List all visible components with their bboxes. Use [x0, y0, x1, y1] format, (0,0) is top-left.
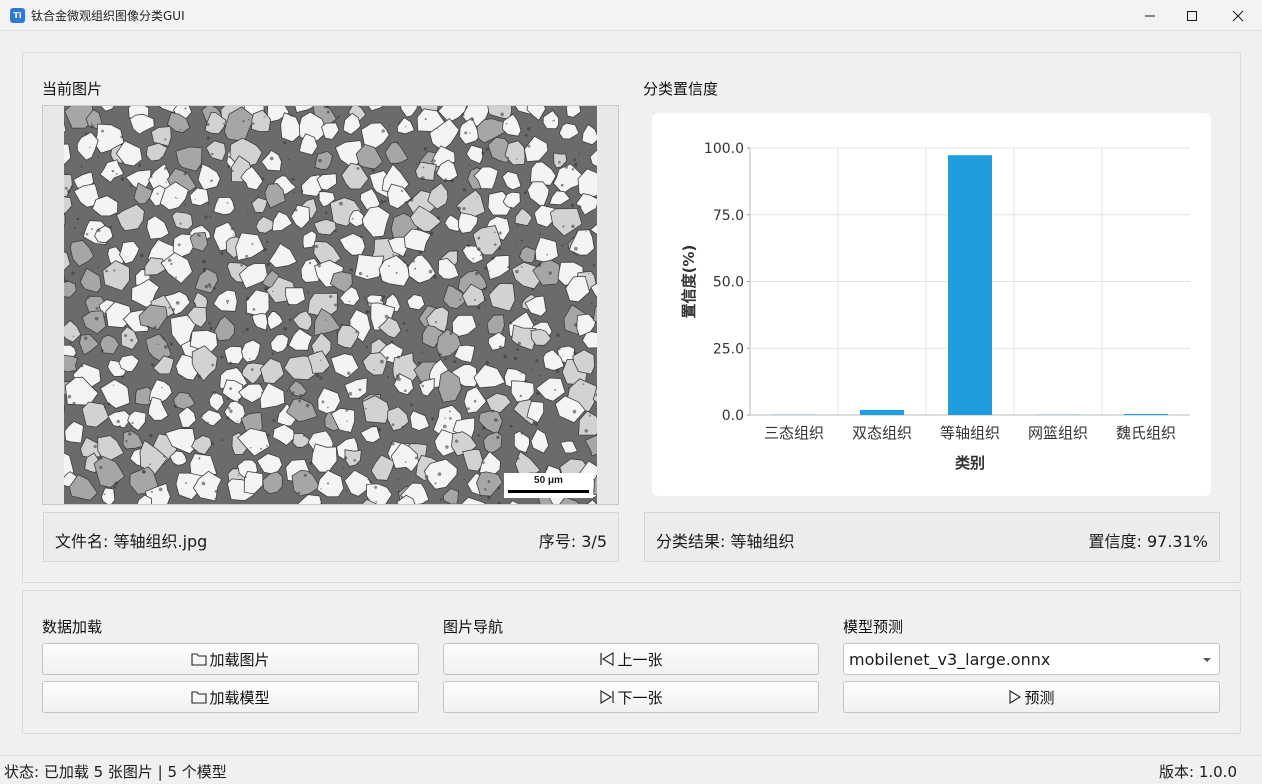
version-text: 版本: 1.0.0 [1159, 763, 1237, 781]
load-images-button[interactable]: 加载图片 [42, 643, 419, 675]
y-tick-label: 100.0 [704, 141, 744, 157]
minimize-icon [1145, 15, 1155, 16]
x-tick-label: 双态组织 [852, 424, 912, 442]
microstructure-graphic [64, 106, 597, 504]
load-images-label: 加载图片 [209, 650, 270, 669]
folder-icon [191, 691, 208, 704]
next-image-label: 下一张 [617, 688, 663, 707]
maximize-button[interactable] [1169, 0, 1215, 31]
chevron-down-icon [1203, 658, 1211, 662]
minimize-button[interactable] [1127, 0, 1173, 31]
y-tick-label: 75.0 [713, 208, 744, 224]
next-image-button[interactable]: 下一张 [443, 681, 819, 713]
title-bar: Ti 钛合金微观组织图像分类GUI [0, 0, 1262, 31]
prev-image-button[interactable]: 上一张 [443, 643, 819, 675]
load-models-button[interactable]: 加载模型 [42, 681, 419, 713]
close-button[interactable] [1215, 0, 1261, 31]
status-text: 状态: 已加载 5 张图片 | 5 个模型 [4, 763, 227, 781]
result-info-bar: 分类结果: 等轴组织 置信度: 97.31% [644, 512, 1220, 562]
image-frame: 50 μm [42, 105, 619, 505]
load-models-label: 加载模型 [209, 688, 270, 707]
skip-forward-icon [600, 690, 615, 704]
bar-2 [948, 155, 992, 416]
y-axis-label: 置信度(%) [680, 245, 698, 319]
x-tick-label: 魏氏组织 [1116, 424, 1176, 442]
model-select[interactable]: mobilenet_v3_large.onnx [843, 643, 1220, 675]
prev-image-label: 上一张 [617, 650, 663, 669]
app-icon: Ti [10, 8, 25, 23]
window-title: 钛合金微观组织图像分类GUI [31, 9, 185, 23]
filename-text: 文件名: 等轴组织.jpg [55, 532, 208, 551]
scale-bar: 50 μm [504, 473, 593, 498]
confidence-value-text: 置信度: 97.31% [1088, 532, 1209, 551]
confidence-chart: 0.0 25.0 50.0 75.0 100.0 三态组织 双态组织 等轴组织 网篮组织 魏氏组织… [652, 113, 1211, 496]
navigation-label: 图片导航 [443, 618, 504, 636]
bar-4 [1124, 413, 1168, 415]
close-icon [1232, 10, 1244, 21]
y-tick-label: 0.0 [722, 408, 744, 424]
y-tick-label: 25.0 [713, 341, 744, 357]
skip-back-icon [600, 652, 615, 666]
confidence-chart-svg: 0.0 25.0 50.0 75.0 100.0 三态组织 双态组织 等轴组织 网篮组织 魏氏组织… [680, 141, 1190, 472]
play-icon [1009, 690, 1022, 704]
x-tick-label: 网篮组织 [1028, 424, 1088, 442]
data-load-label: 数据加载 [42, 618, 103, 636]
microstructure-image: 50 μm [64, 106, 597, 504]
image-index-text: 序号: 3/5 [538, 532, 607, 551]
prediction-label: 模型预测 [843, 618, 904, 636]
maximize-icon [1187, 10, 1197, 21]
x-tick-label: 三态组织 [764, 424, 824, 442]
current-image-label: 当前图片 [42, 80, 103, 98]
status-bar: 状态: 已加载 5 张图片 | 5 个模型 版本: 1.0.0 [0, 755, 1262, 784]
x-tick-label: 等轴组织 [940, 424, 1000, 442]
bar-1 [860, 409, 904, 415]
x-axis-label: 类别 [955, 454, 985, 472]
predict-button[interactable]: 预测 [843, 681, 1220, 713]
scale-bar-label: 50 μm [534, 475, 563, 486]
confidence-label: 分类置信度 [643, 80, 719, 98]
scale-bar-line [508, 490, 589, 493]
predict-label: 预测 [1024, 688, 1055, 707]
model-select-value: mobilenet_v3_large.onnx [849, 650, 1051, 669]
image-info-bar: 文件名: 等轴组织.jpg 序号: 3/5 [43, 512, 619, 562]
folder-icon [191, 653, 208, 666]
y-tick-label: 50.0 [713, 275, 744, 291]
classification-result-text: 分类结果: 等轴组织 [656, 532, 795, 551]
